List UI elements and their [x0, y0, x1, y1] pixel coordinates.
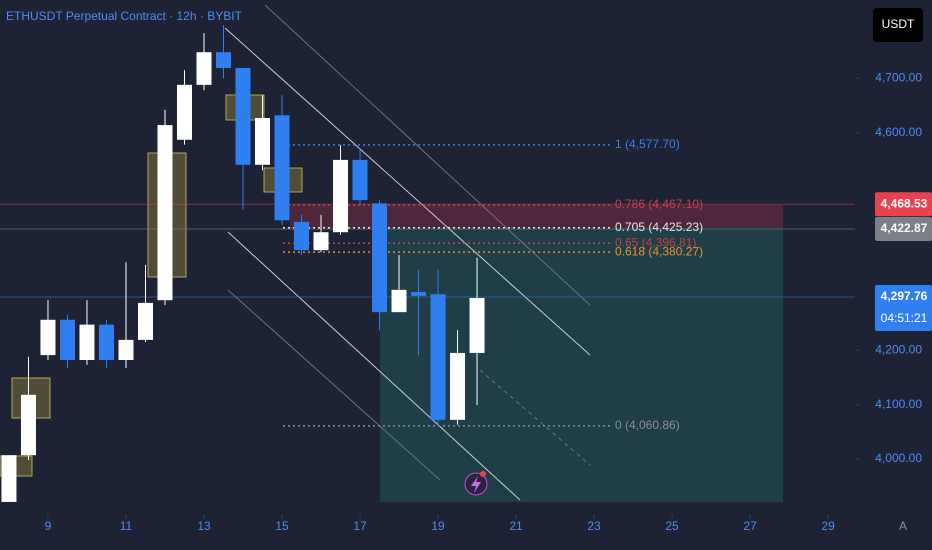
currency: USDT — [882, 17, 915, 31]
candle-body — [450, 352, 466, 420]
candle-body — [1, 455, 17, 502]
price-tag-label: 4,422.87 — [881, 221, 928, 235]
candle-body — [313, 232, 329, 251]
candle-body — [137, 302, 153, 340]
fib-label: 0.786 (4,467.10) — [615, 197, 703, 211]
x-tick-label: 25 — [665, 519, 679, 533]
x-tick-label: 21 — [509, 519, 523, 533]
axis-mode[interactable]: A — [899, 519, 907, 533]
x-tick-label: 29 — [821, 519, 835, 533]
fib-label: 1 (4,577.70) — [615, 137, 680, 151]
event-dot — [480, 471, 486, 477]
candle-body — [98, 324, 114, 361]
price-tag — [875, 192, 932, 217]
candle-body — [255, 118, 271, 165]
candle-body — [59, 319, 75, 361]
trend-line — [227, 231, 521, 501]
chart-title: ETHUSDT Perpetual Contract · 12h · BYBIT — [6, 9, 243, 23]
y-tick-label: 4,100.00 — [875, 397, 922, 411]
candle-body — [79, 324, 95, 361]
candle-body — [274, 115, 290, 221]
countdown: 04:51:21 — [881, 311, 928, 325]
candle-body — [40, 319, 56, 356]
x-tick-label: 23 — [587, 519, 601, 533]
resistance-zone — [290, 204, 783, 228]
candle-body — [391, 289, 407, 313]
x-tick-label: 15 — [275, 519, 289, 533]
price-tag — [875, 217, 932, 242]
y-tick-label: 4,200.00 — [875, 342, 922, 356]
candle-body — [157, 125, 173, 301]
x-tick-label: 11 — [120, 519, 133, 533]
candle-body — [118, 339, 134, 361]
y-tick-label: 4,600.00 — [875, 125, 922, 139]
candle-body — [196, 52, 212, 85]
price-tag-label: 4,468.53 — [881, 196, 928, 210]
candle-body — [411, 292, 427, 296]
trend-lines — [224, 4, 591, 501]
price-tag — [875, 285, 932, 332]
event-icon-bolt — [471, 476, 481, 493]
y-tick-label: 4,000.00 — [875, 451, 922, 465]
trend-line — [264, 4, 591, 306]
trend-line — [224, 27, 591, 356]
candle-body — [176, 84, 192, 140]
candle-body — [294, 221, 310, 251]
candle-body — [20, 394, 36, 456]
candle-body — [469, 298, 485, 353]
fib-label: 0.705 (4,425.23) — [615, 220, 703, 234]
candle-body — [372, 203, 388, 313]
x-tick-label: 9 — [45, 519, 52, 533]
fib-label: 0 (4,060.86) — [615, 418, 680, 432]
trend-line — [479, 369, 591, 466]
candle-body — [216, 52, 232, 68]
x-tick-label: 13 — [197, 519, 211, 533]
fib-label: 0.618 (4,380.27) — [615, 244, 703, 258]
price-tag-label: 4,297.76 — [881, 289, 928, 303]
candle-body — [430, 294, 446, 420]
x-tick-label: 19 — [431, 519, 445, 533]
trend-line — [227, 289, 441, 481]
currency-box — [873, 8, 923, 42]
target-zone — [380, 227, 783, 503]
candle-body — [333, 159, 349, 233]
fib-label: 0.65 (4,396.81) — [615, 235, 696, 249]
candle-body — [235, 67, 251, 165]
y-tick-label: 4,700.00 — [875, 70, 922, 84]
x-tick-label: 17 — [353, 519, 367, 533]
candle-body — [352, 159, 368, 201]
x-tick-label: 27 — [743, 519, 757, 533]
